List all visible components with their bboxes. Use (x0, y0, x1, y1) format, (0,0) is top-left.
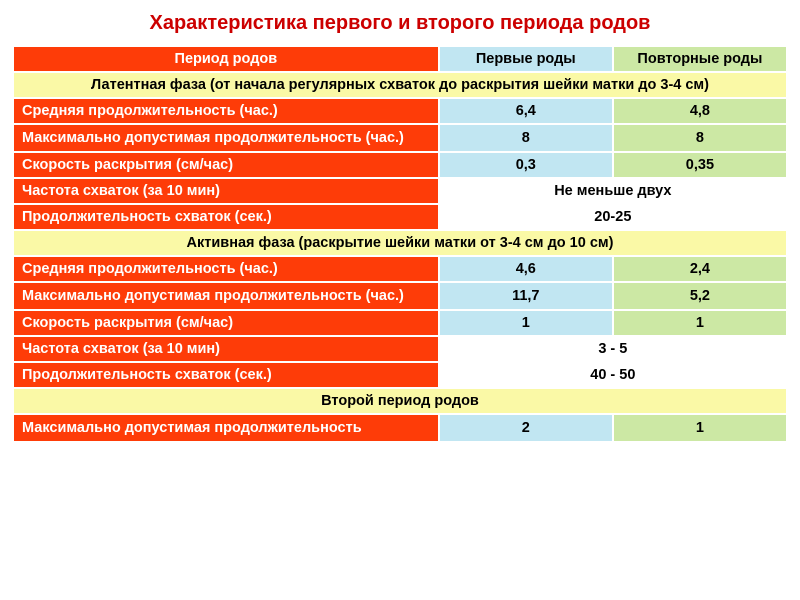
row-val-first: 1 (439, 310, 613, 336)
row-val-merged: 40 - 50 (439, 362, 787, 388)
row-val-repeat: 0,35 (613, 152, 787, 178)
row-label: Средняя продолжительность (час.) (13, 98, 439, 124)
row-label: Скорость раскрытия (см/час) (13, 152, 439, 178)
row-label: Продолжительность схваток (сек.) (13, 204, 439, 230)
header-repeat: Повторные роды (613, 46, 787, 72)
row-label: Скорость раскрытия (см/час) (13, 310, 439, 336)
row-label: Максимально допустимая продолжительность… (13, 282, 439, 310)
row-val-repeat: 2,4 (613, 256, 787, 282)
page-title: Характеристика первого и второго периода… (12, 12, 788, 35)
row-val-first: 11,7 (439, 282, 613, 310)
row-val-first: 6,4 (439, 98, 613, 124)
row-val-repeat: 8 (613, 124, 787, 152)
row-val-first: 4,6 (439, 256, 613, 282)
header-label: Период родов (13, 46, 439, 72)
header-first: Первые роды (439, 46, 613, 72)
row-val-repeat: 4,8 (613, 98, 787, 124)
header-row: Период родов Первые роды Повторные роды (13, 46, 787, 72)
labor-characteristics-table: Период родов Первые роды Повторные роды … (12, 45, 788, 443)
row-val-merged: 3 - 5 (439, 336, 787, 362)
row-label: Максимально допустимая продолжительность… (13, 124, 439, 152)
row-label: Продолжительность схваток (сек.) (13, 362, 439, 388)
row-val-repeat: 5,2 (613, 282, 787, 310)
row-val-merged: Не меньше двух (439, 178, 787, 204)
row-val-merged: 20-25 (439, 204, 787, 230)
row-label: Максимально допустимая продолжительность (13, 414, 439, 442)
row-val-first: 8 (439, 124, 613, 152)
row-label: Средняя продолжительность (час.) (13, 256, 439, 282)
period2-title: Второй период родов (13, 388, 787, 414)
row-val-repeat: 1 (613, 414, 787, 442)
phase1-title: Латентная фаза (от начала регулярных схв… (13, 72, 787, 98)
row-label: Частота схваток (за 10 мин) (13, 178, 439, 204)
row-val-repeat: 1 (613, 310, 787, 336)
row-val-first: 2 (439, 414, 613, 442)
phase2-title: Активная фаза (раскрытие шейки матки от … (13, 230, 787, 256)
row-label: Частота схваток (за 10 мин) (13, 336, 439, 362)
row-val-first: 0,3 (439, 152, 613, 178)
